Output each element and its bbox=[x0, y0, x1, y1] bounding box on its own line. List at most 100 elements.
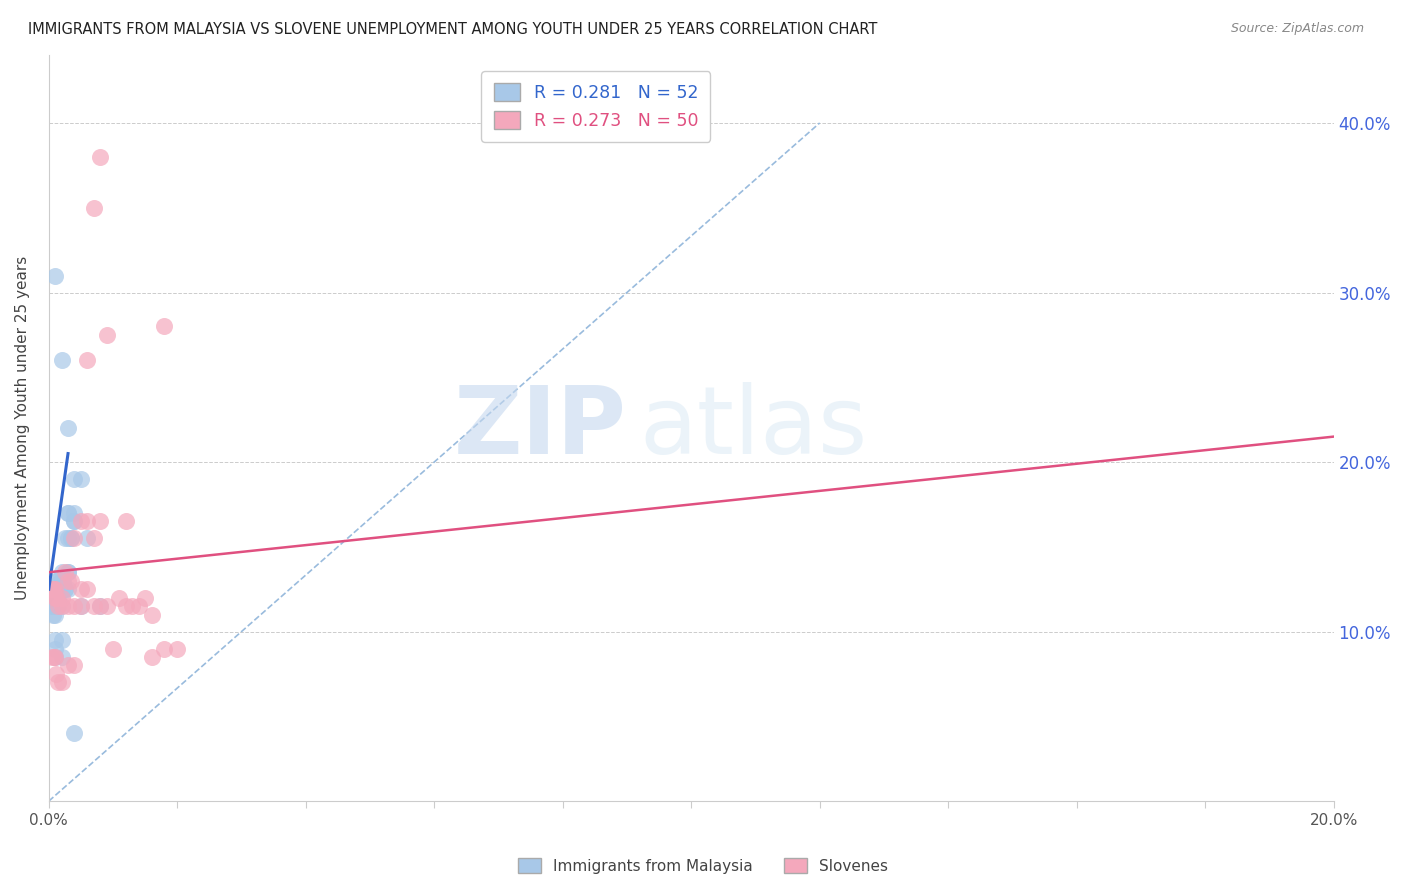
Point bbox=[70, 599, 93, 614]
Point bbox=[45, 667, 67, 681]
Point bbox=[44, 650, 66, 665]
Point bbox=[56, 582, 79, 597]
Point bbox=[56, 566, 79, 580]
Point bbox=[45, 582, 67, 597]
Point bbox=[44, 607, 66, 622]
Point bbox=[115, 515, 138, 529]
Point bbox=[51, 599, 73, 614]
Point bbox=[76, 582, 98, 597]
Point bbox=[53, 566, 76, 580]
Point bbox=[42, 599, 65, 614]
Point bbox=[89, 599, 111, 614]
Point bbox=[44, 591, 66, 605]
Point bbox=[121, 599, 143, 614]
Point bbox=[56, 506, 79, 520]
Point bbox=[70, 599, 93, 614]
Point bbox=[48, 582, 70, 597]
Point bbox=[45, 599, 67, 614]
Point bbox=[56, 566, 79, 580]
Point bbox=[53, 532, 76, 546]
Point bbox=[46, 591, 69, 605]
Point bbox=[44, 582, 66, 597]
Point bbox=[44, 633, 66, 648]
Point bbox=[153, 319, 176, 334]
Point bbox=[44, 641, 66, 656]
Text: IMMIGRANTS FROM MALAYSIA VS SLOVENE UNEMPLOYMENT AMONG YOUTH UNDER 25 YEARS CORR: IMMIGRANTS FROM MALAYSIA VS SLOVENE UNEM… bbox=[28, 22, 877, 37]
Text: Source: ZipAtlas.com: Source: ZipAtlas.com bbox=[1230, 22, 1364, 36]
Point bbox=[48, 675, 70, 690]
Point bbox=[44, 574, 66, 588]
Point bbox=[51, 650, 73, 665]
Point bbox=[51, 599, 73, 614]
Point bbox=[41, 582, 63, 597]
Point bbox=[83, 201, 105, 215]
Point bbox=[53, 582, 76, 597]
Legend: Immigrants from Malaysia, Slovenes: Immigrants from Malaysia, Slovenes bbox=[512, 852, 894, 880]
Point bbox=[70, 472, 93, 486]
Point bbox=[108, 591, 131, 605]
Point bbox=[48, 599, 70, 614]
Point bbox=[45, 591, 67, 605]
Point bbox=[51, 582, 73, 597]
Point bbox=[115, 599, 138, 614]
Point bbox=[63, 515, 86, 529]
Point bbox=[51, 633, 73, 648]
Point bbox=[56, 574, 79, 588]
Point bbox=[42, 582, 65, 597]
Point bbox=[56, 506, 79, 520]
Point bbox=[51, 582, 73, 597]
Point bbox=[76, 532, 98, 546]
Point bbox=[52, 574, 75, 588]
Point bbox=[76, 515, 98, 529]
Point bbox=[51, 675, 73, 690]
Point bbox=[96, 327, 118, 342]
Point bbox=[63, 515, 86, 529]
Point bbox=[51, 566, 73, 580]
Point bbox=[46, 574, 69, 588]
Point bbox=[101, 641, 124, 656]
Point bbox=[44, 582, 66, 597]
Point bbox=[41, 599, 63, 614]
Point bbox=[128, 599, 150, 614]
Point bbox=[42, 599, 65, 614]
Point bbox=[166, 641, 188, 656]
Point bbox=[89, 599, 111, 614]
Point bbox=[56, 532, 79, 546]
Point bbox=[63, 472, 86, 486]
Point bbox=[63, 726, 86, 740]
Point bbox=[41, 607, 63, 622]
Point bbox=[56, 658, 79, 673]
Point bbox=[134, 591, 156, 605]
Point bbox=[60, 532, 83, 546]
Point bbox=[89, 515, 111, 529]
Point bbox=[141, 607, 163, 622]
Point bbox=[60, 574, 83, 588]
Point bbox=[41, 582, 63, 597]
Point bbox=[51, 574, 73, 588]
Point bbox=[48, 577, 70, 591]
Point bbox=[41, 582, 63, 597]
Point bbox=[44, 591, 66, 605]
Point bbox=[63, 532, 86, 546]
Point bbox=[48, 591, 70, 605]
Text: ZIP: ZIP bbox=[454, 382, 627, 475]
Text: atlas: atlas bbox=[640, 382, 868, 475]
Point bbox=[63, 599, 86, 614]
Point bbox=[44, 268, 66, 283]
Point bbox=[70, 582, 93, 597]
Point bbox=[41, 650, 63, 665]
Point bbox=[56, 421, 79, 435]
Point bbox=[153, 641, 176, 656]
Point bbox=[83, 532, 105, 546]
Point bbox=[70, 515, 93, 529]
Point bbox=[42, 650, 65, 665]
Point bbox=[53, 582, 76, 597]
Point bbox=[51, 591, 73, 605]
Point bbox=[76, 353, 98, 368]
Point bbox=[51, 353, 73, 368]
Point bbox=[44, 650, 66, 665]
Point bbox=[83, 599, 105, 614]
Point bbox=[48, 599, 70, 614]
Point bbox=[44, 582, 66, 597]
Point bbox=[63, 506, 86, 520]
